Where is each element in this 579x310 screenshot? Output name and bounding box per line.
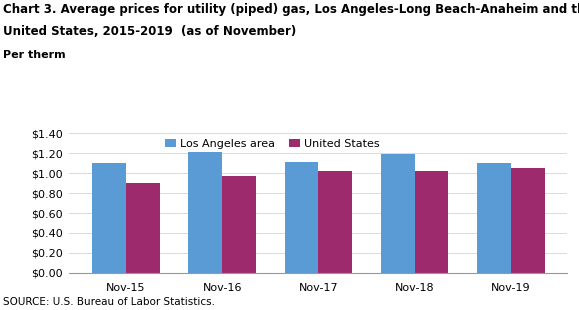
Legend: Los Angeles area, United States: Los Angeles area, United States xyxy=(164,139,380,149)
Text: SOURCE: U.S. Bureau of Labor Statistics.: SOURCE: U.S. Bureau of Labor Statistics. xyxy=(3,297,215,307)
Bar xyxy=(222,176,256,273)
Bar xyxy=(381,154,415,273)
Text: Chart 3. Average prices for utility (piped) gas, Los Angeles-Long Beach-Anaheim : Chart 3. Average prices for utility (pip… xyxy=(3,3,579,16)
Bar xyxy=(511,168,545,273)
Bar xyxy=(415,171,449,273)
Bar xyxy=(318,171,352,273)
Bar xyxy=(477,163,511,273)
Bar xyxy=(188,152,222,273)
Text: United States, 2015-2019  (as of November): United States, 2015-2019 (as of November… xyxy=(3,25,296,38)
Bar xyxy=(285,162,318,273)
Bar xyxy=(126,183,160,273)
Text: Per therm: Per therm xyxy=(3,50,65,60)
Bar xyxy=(92,163,126,273)
